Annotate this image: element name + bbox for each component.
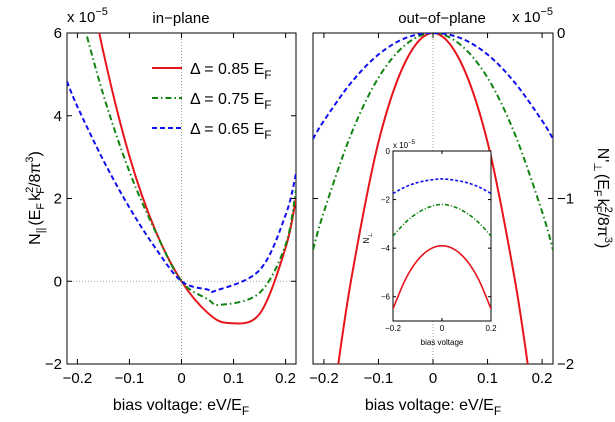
exponent-label-in-plane: x 10−5 [67, 6, 108, 26]
x-tick-label: 0.2 [485, 324, 497, 333]
inset: −0.2 0 0.2 −6 −4 −2 0 x 10−5 bias voltage N⊥ [362, 140, 497, 347]
series-line-1 [85, 33, 296, 307]
exponent-label-out-of-plane: x 10−5 [512, 6, 553, 26]
x-tick-label: −0.2 [309, 370, 339, 387]
series-line-0 [337, 33, 529, 364]
y-label-paren: (E [27, 210, 44, 226]
legend: Δ = 0.85 EF Δ = 0.75 EF Δ = 0.65 EF [152, 61, 272, 142]
exponent-power: −5 [95, 6, 108, 18]
y-tick-label: 2 [54, 191, 62, 208]
y-label-tail: /8π [594, 212, 611, 236]
y-tick-label: −2 [381, 196, 391, 205]
x-tick-label: 0.2 [275, 370, 296, 387]
x-tick-label: −0.2 [385, 324, 401, 333]
x-axis-label-out-of-plane: bias voltage: eV/EF [365, 397, 501, 418]
x-axis-label-text: bias voltage: eV/E [113, 397, 242, 414]
panel-out-of-plane: out−of−plane −0.2 −0.1 0 0.1 0.2−2−10 x 10−5… [309, 6, 614, 418]
exponent-base: x 10 [512, 9, 540, 26]
panel-in-plane: in−plane −0.2 −0.1 0 0.1 0.2 −2 0 2 4 6 x 10−5 bi… [24, 6, 297, 418]
y-label-ef-sub: F [35, 203, 47, 210]
x-axis-label-sub: F [494, 404, 501, 418]
series-line-2 [313, 33, 553, 140]
legend-label-065: Δ = 0.65 EF [190, 121, 272, 142]
exponent-power: −5 [540, 6, 553, 18]
series-line-1 [393, 203, 491, 237]
exponent-base: x 10 [67, 9, 95, 26]
y-axis-label-in-plane: N||(EFk2F/8π3) [24, 151, 47, 245]
y-tick-label: 0 [54, 273, 62, 290]
y-tick-label: 0 [386, 147, 391, 156]
x-tick-label: 0.1 [477, 370, 498, 387]
x-tick-label: −0.1 [115, 370, 145, 387]
y-label-ef-sub: F [591, 190, 603, 197]
y-label-k: k [27, 192, 44, 201]
legend-label-085: Δ = 0.85 EF [190, 61, 272, 82]
y-tick-label: 6 [54, 25, 62, 42]
series-line-0 [393, 244, 491, 310]
x-axis-label-sub: F [242, 404, 249, 418]
x-tick-label: −0.1 [364, 370, 394, 387]
x-tick-label: 0 [440, 324, 445, 333]
y-tick-label: −1 [557, 191, 574, 208]
y-tick-label: 4 [54, 108, 62, 125]
y-label-n-sub: ⊥ [591, 162, 603, 172]
y-label-close: ) [594, 243, 611, 248]
x-tick-label: −0.2 [63, 370, 93, 387]
y-label-k-sup: 2 [602, 207, 614, 213]
y-label-k-sub: F [591, 206, 603, 213]
x-tick-label: 0.2 [532, 370, 553, 387]
y-tick-label: 0 [557, 25, 565, 42]
y-axis-label-out-of-plane: N'⊥(EFk2F/8π3) [591, 148, 614, 249]
x-axis-label-in-plane: bias voltage: eV/EF [113, 397, 249, 418]
inset-plot-area [392, 150, 492, 322]
y-label-n: N' [594, 148, 611, 163]
legend-label-075: Δ = 0.75 EF [190, 91, 272, 112]
y-label-n: N [27, 233, 44, 245]
x-tick-label: 0 [177, 370, 185, 387]
inset-exponent-label: x 10−5 [393, 140, 416, 150]
y-label-tail: /8π [27, 163, 44, 187]
inset-y-axis-label: N⊥ [362, 232, 374, 243]
y-label-k: k [594, 199, 611, 208]
y-label-tail-sup: 3 [602, 237, 614, 243]
x-tick-label: 0 [429, 370, 437, 387]
y-label-n-sub: || [35, 228, 47, 234]
y-tick-label: −2 [45, 356, 62, 373]
y-label-k-sup: 2 [24, 187, 36, 193]
y-tick-label: −4 [381, 244, 391, 253]
inset-x-axis-label: bias voltage [421, 338, 464, 347]
y-tick-label: −6 [381, 293, 391, 302]
panel-title-out-of-plane: out−of−plane [398, 10, 486, 27]
y-label-k-sub: F [35, 187, 47, 194]
panel-title-in-plane: in−plane [152, 10, 209, 27]
y-label-close: ) [27, 151, 44, 156]
y-label-paren: (E [594, 174, 611, 190]
series-line-2 [393, 178, 491, 195]
x-axis-label-text: bias voltage: eV/E [365, 397, 494, 414]
y-tick-label: −2 [557, 356, 574, 373]
series-line-1 [313, 33, 553, 251]
y-label-tail-sup: 3 [24, 156, 36, 162]
x-tick-label: 0.1 [223, 370, 244, 387]
